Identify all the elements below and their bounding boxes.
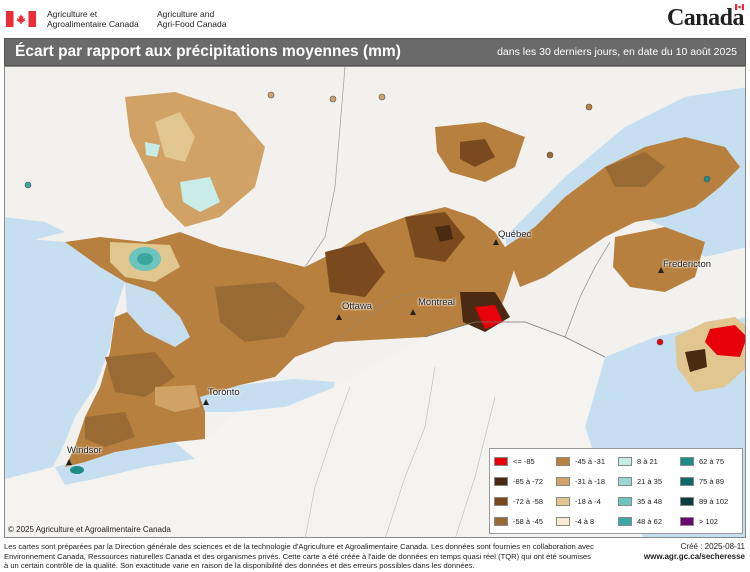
legend-label: -18 à -4 (575, 496, 601, 506)
legend-swatch (618, 516, 632, 526)
dept-en-line1: Agriculture and (157, 9, 215, 19)
city-label-toronto: Toronto (208, 387, 240, 398)
legend-label: 75 à 89 (699, 476, 725, 486)
legend-label: 35 à 48 (637, 496, 663, 506)
legend-item: 62 à 75 (680, 452, 738, 470)
department-name-fr: Agriculture et Agroalimentaire Canada (47, 9, 139, 29)
website-link[interactable]: www.agr.gc.ca/secheresse (643, 552, 745, 561)
legend-swatch (494, 496, 508, 506)
legend-swatch (556, 516, 570, 526)
canada-wordmark: Canada (666, 4, 745, 32)
legend-swatch (556, 456, 570, 466)
region-new-brunswick (613, 227, 705, 292)
legend-label: -4 à 8 (575, 516, 595, 526)
legend-item: -4 à 8 (556, 512, 614, 530)
city-marker-montreal (410, 309, 416, 315)
legend-swatch (494, 476, 508, 486)
region-extreme-deficit-estrie (475, 305, 503, 329)
wordmark-flag-icon (735, 4, 744, 10)
legend-label: 48 à 62 (637, 516, 663, 526)
legend-swatch (680, 516, 694, 526)
lake-huron (5, 237, 125, 479)
georgian-bay (125, 282, 190, 347)
city-marker-quebec (493, 239, 499, 245)
legend-label: > 102 (699, 516, 718, 526)
city-marker-toronto (203, 399, 209, 405)
map-copyright: © 2025 Agriculture et Agroalimentaire Ca… (8, 525, 171, 534)
legend-swatch (618, 496, 632, 506)
legend-label: 62 à 75 (699, 456, 725, 466)
legend-item: 75 à 89 (680, 472, 738, 490)
legend-item: > 102 (680, 512, 738, 530)
legend-swatch (556, 496, 570, 506)
map-legend: <= -85 -85 à -72 -72 à -58 -58 à -45 -45 à -… (489, 448, 743, 534)
city-label-quebec: Québec (498, 229, 532, 240)
legend-label: 89 à 102 (699, 496, 729, 506)
city-label-fredericton: Fredericton (663, 259, 712, 270)
legend-label: 8 à 21 (637, 456, 658, 466)
legend-item: 89 à 102 (680, 492, 738, 510)
precipitation-map: Québec Fredericton Ottawa Montreal Toron… (4, 66, 746, 538)
legend-item: -31 à -18 (556, 472, 614, 490)
canada-flag-icon (6, 11, 36, 27)
legend-swatch (680, 456, 694, 466)
city-marker-fredericton (658, 267, 664, 273)
legend-label: -58 à -45 (513, 516, 544, 526)
map-subtitle: dans les 30 derniers jours, en date du 1… (497, 46, 737, 58)
legend-item: <= -85 (494, 452, 552, 470)
legend-item: -72 à -58 (494, 492, 552, 510)
legend-item: -18 à -4 (556, 492, 614, 510)
lake-erie (55, 439, 205, 485)
legend-item: -85 à -72 (494, 472, 552, 490)
legend-item: 8 à 21 (618, 452, 676, 470)
dept-fr-line2: Agroalimentaire Canada (47, 19, 139, 29)
legend-item: 35 à 48 (618, 492, 676, 510)
legend-swatch (680, 476, 694, 486)
map-title-bar: Écart par rapport aux précipitations moy… (4, 38, 746, 66)
legend-label: <= -85 (513, 456, 535, 466)
legend-item: -45 à -31 (556, 452, 614, 470)
city-marker-windsor (66, 459, 72, 465)
map-title: Écart par rapport aux précipitations moy… (15, 43, 401, 60)
city-label-ottawa: Ottawa (342, 301, 373, 312)
legend-label: -45 à -31 (575, 456, 606, 466)
legend-label: 21 à 35 (637, 476, 663, 486)
legend-label: -31 à -18 (575, 476, 606, 486)
government-header: Agriculture et Agroalimentaire Canada Ag… (0, 0, 750, 38)
dept-en-line2: Agri-Food Canada (157, 19, 227, 29)
department-name-en: Agriculture and Agri-Food Canada (157, 9, 226, 29)
city-marker-ottawa (336, 314, 342, 320)
created-date: Créé : 2025-08-11 (680, 542, 745, 551)
legend-item: -58 à -45 (494, 512, 552, 530)
region-gaspe (505, 137, 740, 287)
legend-swatch (494, 516, 508, 526)
dept-fr-line1: Agriculture et (47, 9, 98, 19)
legend-item: 21 à 35 (618, 472, 676, 490)
legend-swatch (556, 476, 570, 486)
legend-swatch (494, 456, 508, 466)
legend-swatch (618, 476, 632, 486)
city-label-montreal: Montreal (418, 297, 455, 308)
wordmark-text: Canada (666, 5, 745, 31)
legend-item: 48 à 62 (618, 512, 676, 530)
city-label-windsor: Windsor (67, 445, 102, 456)
footer-disclaimer: Les cartes sont préparées par la Directi… (4, 542, 594, 571)
footer-meta: Créé : 2025-08-11 www.agr.gc.ca/secheres… (644, 542, 745, 562)
legend-swatch (680, 496, 694, 506)
legend-label: -72 à -58 (513, 496, 544, 506)
legend-swatch (618, 456, 632, 466)
legend-label: -85 à -72 (513, 476, 544, 486)
